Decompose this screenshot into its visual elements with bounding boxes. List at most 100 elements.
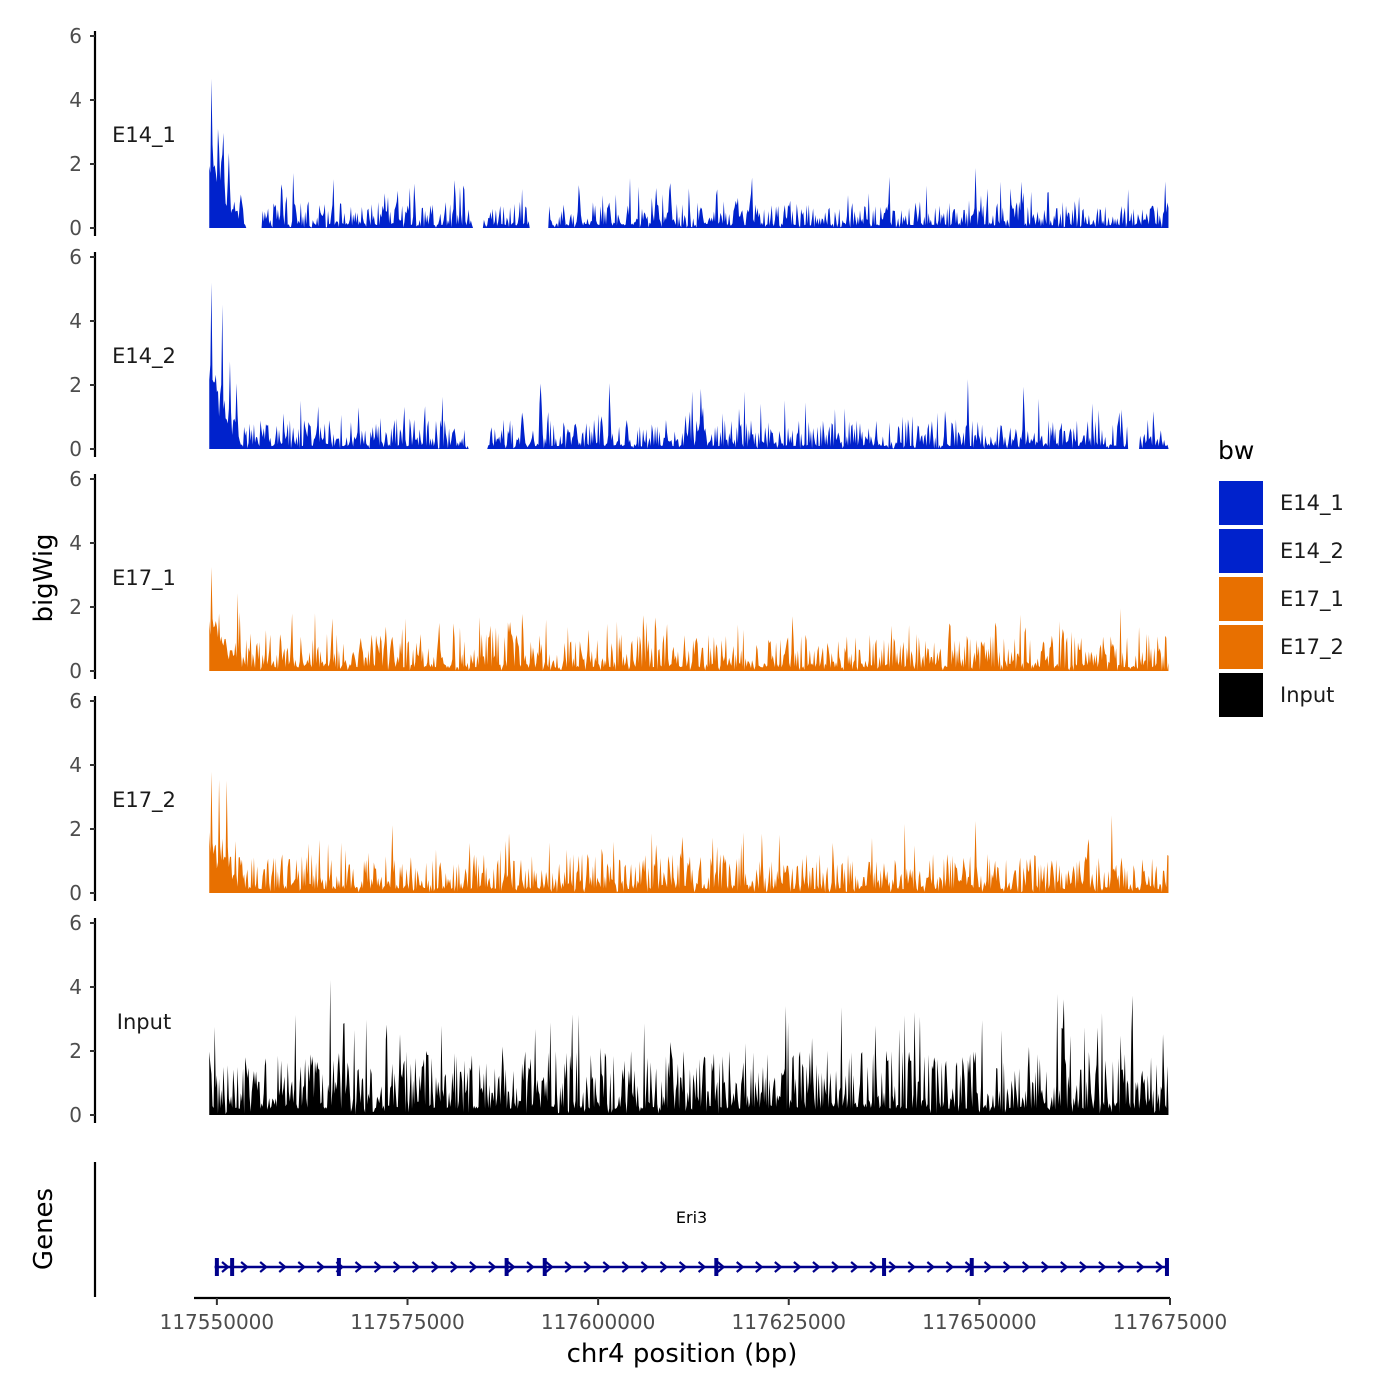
strand-arrow-icon — [583, 1261, 592, 1273]
track-e14-1: 0 2 4 6 E14_1 — [69, 24, 1169, 240]
y-tick-label: 6 — [69, 911, 82, 935]
strand-arrow-icon — [1041, 1261, 1050, 1273]
y-tick-label: 0 — [69, 437, 82, 461]
strand-arrow-icon — [1021, 1261, 1031, 1273]
track-e14-2: 0 2 4 6 E14_2 — [69, 245, 1169, 461]
strand-arrow-icon — [697, 1261, 707, 1273]
y-tick-label: 4 — [69, 88, 82, 112]
y-tick-label: 4 — [69, 753, 82, 777]
genes-track: Genes Eri3 — [29, 1162, 1169, 1297]
y-tick-label: 4 — [69, 531, 82, 555]
track-label: Input — [117, 1010, 171, 1034]
legend-label: E17_2 — [1280, 635, 1344, 660]
strand-arrow-icon — [316, 1261, 326, 1273]
y-tick-label: 2 — [69, 152, 82, 176]
strand-arrow-icon — [488, 1261, 497, 1273]
strand-arrow-icon — [1098, 1261, 1107, 1273]
strand-arrow-icon — [564, 1261, 573, 1273]
strand-arrow-icon — [1002, 1261, 1012, 1273]
strand-arrow-icon — [297, 1261, 306, 1273]
legend-label: E14_2 — [1280, 539, 1344, 564]
strand-arrow-icon — [983, 1261, 993, 1273]
y-tick-label: 6 — [69, 245, 82, 269]
bigwig-tracks: 0 2 4 6 E14_1 0 2 4 6 E14_2 0 2 4 6 E17_1 0 2 4 6 E17_2 0 2 4 6… — [69, 24, 1169, 1127]
strand-arrow-icon — [1117, 1261, 1126, 1273]
strand-arrow-icon — [850, 1261, 859, 1273]
y-tick-label: 2 — [69, 373, 82, 397]
strand-arrow-icon — [450, 1261, 459, 1273]
x-tick-label: 117650000 — [922, 1310, 1037, 1334]
strand-arrow-icon — [411, 1261, 421, 1273]
strand-arrow-icon — [812, 1261, 821, 1273]
track-e17-1: 0 2 4 6 E17_1 — [69, 467, 1169, 683]
legend-label: Input — [1280, 683, 1334, 707]
strand-arrow-icon — [469, 1261, 478, 1273]
x-tick-label: 117550000 — [160, 1310, 275, 1334]
track-label: E14_1 — [112, 123, 176, 148]
strand-arrow-icon — [621, 1261, 631, 1273]
track-label: E17_1 — [112, 566, 176, 591]
signal-area-e14-1 — [209, 78, 1169, 229]
x-axis-title: chr4 position (bp) — [567, 1339, 798, 1369]
strand-arrow-icon — [659, 1261, 669, 1273]
x-tick-label: 117600000 — [541, 1310, 656, 1334]
strand-arrow-icon — [640, 1261, 650, 1273]
gene-eri3: Eri3 — [214, 1208, 1169, 1276]
strand-arrow-icon — [507, 1261, 516, 1273]
legend-key — [1217, 575, 1265, 623]
strand-arrow-icon — [602, 1261, 611, 1273]
track-input: 0 2 4 6 Input — [69, 911, 1169, 1127]
strand-arrow-icon — [221, 1261, 230, 1273]
strand-arrow-icon — [831, 1261, 840, 1273]
strand-arrow-icon — [774, 1261, 783, 1273]
strand-arrow-icon — [1136, 1261, 1145, 1273]
y-axis-title: bigWig — [29, 533, 59, 622]
exon-mark — [969, 1258, 974, 1276]
legend-key — [1217, 527, 1265, 575]
exon-mark — [542, 1258, 547, 1276]
signal-area-e17-1 — [209, 567, 1169, 671]
strand-arrow-icon — [431, 1261, 440, 1273]
strand-arrow-icon — [1079, 1261, 1088, 1273]
track-label: E14_2 — [112, 344, 176, 369]
signal-area-input — [209, 980, 1169, 1115]
strand-arrow-icon — [793, 1261, 802, 1273]
y-tick-label: 6 — [69, 24, 82, 48]
strand-arrow-icon — [869, 1261, 878, 1273]
legend-key — [1217, 671, 1265, 719]
strand-arrow-icon — [1155, 1261, 1164, 1273]
y-tick-label: 0 — [69, 881, 82, 905]
legend-title: bw — [1218, 436, 1254, 465]
y-tick-label: 2 — [69, 1039, 82, 1063]
track-label: E17_2 — [112, 788, 176, 813]
genes-track-title: Genes — [29, 1188, 59, 1270]
exon-mark — [504, 1258, 509, 1276]
strand-arrow-icon — [1060, 1261, 1069, 1273]
exon-mark — [230, 1258, 235, 1276]
y-tick-label: 2 — [69, 595, 82, 619]
strand-arrow-icon — [736, 1261, 745, 1273]
exon-mark — [1164, 1258, 1169, 1276]
y-tick-label: 0 — [69, 1103, 82, 1127]
x-axis: chr4 position (bp) 117550000 117575000 117… — [160, 1296, 1228, 1369]
y-tick-label: 4 — [69, 309, 82, 333]
strand-arrow-icon — [945, 1261, 955, 1273]
y-tick-label: 0 — [69, 216, 82, 240]
legend-key — [1217, 479, 1265, 527]
y-tick-label: 6 — [69, 467, 82, 491]
strand-arrow-icon — [278, 1261, 287, 1273]
strand-arrow-icon — [755, 1261, 764, 1273]
legend: bw E14_1 E14_2 E17_1 E17_2 Input — [1217, 436, 1344, 719]
x-tick-label: 117625000 — [731, 1310, 846, 1334]
x-tick-label: 117675000 — [1113, 1310, 1228, 1334]
strand-arrow-icon — [888, 1261, 897, 1273]
y-tick-label: 2 — [69, 817, 82, 841]
signal-area-e14-2 — [209, 282, 1169, 449]
legend-key — [1217, 623, 1265, 671]
strand-arrow-icon — [545, 1261, 554, 1273]
strand-arrow-icon — [926, 1261, 936, 1273]
strand-arrow-icon — [259, 1261, 268, 1273]
exon-mark — [882, 1258, 887, 1276]
gene-name-label: Eri3 — [676, 1208, 707, 1227]
